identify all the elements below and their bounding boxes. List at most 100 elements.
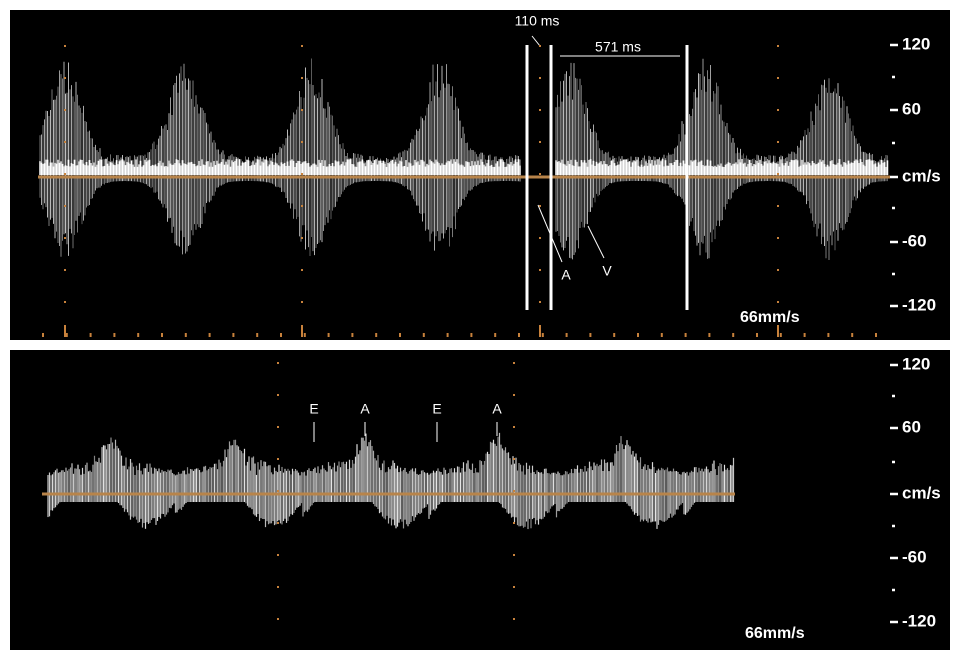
time-dot: [64, 301, 66, 303]
time-tick: [708, 333, 710, 337]
wave-label: A: [492, 401, 502, 417]
scale-label: 60: [902, 417, 921, 436]
time-dot: [777, 77, 779, 79]
time-dot: [64, 173, 66, 175]
time-dot: [513, 426, 515, 428]
time-tick: [685, 333, 687, 337]
time-dot: [301, 77, 303, 79]
time-dot: [539, 173, 541, 175]
time-tick: [777, 325, 779, 337]
time-tick: [566, 333, 568, 337]
time-tick: [301, 325, 303, 337]
time-tick: [447, 333, 449, 337]
time-tick: [613, 333, 615, 337]
time-tick: [539, 325, 541, 337]
time-dot: [513, 490, 515, 492]
time-tick: [589, 333, 591, 337]
time-dot: [777, 141, 779, 143]
time-dot: [277, 362, 279, 364]
time-dot: [301, 109, 303, 111]
time-tick: [780, 333, 782, 337]
time-dot: [539, 269, 541, 271]
time-dot: [277, 490, 279, 492]
time-dot: [777, 237, 779, 239]
scale-label: 120: [902, 34, 930, 53]
time-tick: [256, 333, 258, 337]
measurement: 571 ms: [595, 39, 641, 55]
time-dot: [777, 45, 779, 47]
time-dot: [64, 269, 66, 271]
time-dot: [277, 426, 279, 428]
time-dot: [277, 554, 279, 556]
time-tick: [494, 333, 496, 337]
time-tick: [113, 333, 115, 337]
time-dot: [301, 237, 303, 239]
wave-label: A: [360, 401, 370, 417]
time-dot: [539, 301, 541, 303]
time-tick: [423, 333, 425, 337]
time-dot: [277, 586, 279, 588]
sweep-speed: 66mm/s: [745, 625, 805, 642]
time-tick: [637, 333, 639, 337]
time-dot: [277, 618, 279, 620]
time-dot: [301, 205, 303, 207]
time-dot: [301, 269, 303, 271]
scale-label: cm/s: [902, 166, 941, 185]
time-tick: [804, 333, 806, 337]
scale-label: cm/s: [902, 483, 941, 502]
time-dot: [539, 237, 541, 239]
time-dot: [539, 45, 541, 47]
time-tick: [304, 333, 306, 337]
time-tick: [280, 333, 282, 337]
time-tick: [851, 333, 853, 337]
scale-label: -60: [902, 231, 927, 250]
time-dot: [64, 45, 66, 47]
time-dot: [64, 237, 66, 239]
time-dot: [277, 394, 279, 396]
time-tick: [518, 333, 520, 337]
sweep-speed: 66mm/s: [740, 309, 800, 326]
time-tick: [209, 333, 211, 337]
time-dot: [539, 141, 541, 143]
time-tick: [661, 333, 663, 337]
time-tick: [375, 333, 377, 337]
scale-label: -120: [902, 295, 936, 314]
time-tick: [66, 333, 68, 337]
scale-label: -60: [902, 547, 927, 566]
time-dot: [777, 205, 779, 207]
wave-label: V: [602, 263, 612, 279]
time-dot: [64, 141, 66, 143]
time-dot: [64, 109, 66, 111]
time-tick: [64, 325, 66, 337]
time-dot: [277, 522, 279, 524]
time-dot: [64, 205, 66, 207]
time-tick: [351, 333, 353, 337]
time-dot: [513, 458, 515, 460]
page: 110 ms 571 ms A V 66mm/s 66mm/s E A E A …: [0, 0, 956, 652]
time-tick: [875, 333, 877, 337]
measurement: 110 ms: [515, 13, 560, 29]
time-tick: [732, 333, 734, 337]
time-dot: [539, 109, 541, 111]
wave-label: E: [432, 401, 441, 417]
time-dot: [301, 173, 303, 175]
time-tick: [185, 333, 187, 337]
time-tick: [137, 333, 139, 337]
time-dot: [301, 45, 303, 47]
time-tick: [42, 333, 44, 337]
wave-label: A: [561, 267, 571, 283]
time-tick: [161, 333, 163, 337]
time-tick: [399, 333, 401, 337]
time-dot: [513, 362, 515, 364]
time-tick: [90, 333, 92, 337]
time-dot: [301, 141, 303, 143]
time-dot: [513, 554, 515, 556]
doppler-screen: 110 ms 571 ms A V 66mm/s 66mm/s E A E A …: [0, 0, 956, 652]
time-dot: [513, 394, 515, 396]
time-dot: [539, 205, 541, 207]
time-tick: [328, 333, 330, 337]
time-dot: [777, 109, 779, 111]
time-tick: [470, 333, 472, 337]
time-dot: [513, 522, 515, 524]
scale-label: -120: [902, 611, 936, 630]
